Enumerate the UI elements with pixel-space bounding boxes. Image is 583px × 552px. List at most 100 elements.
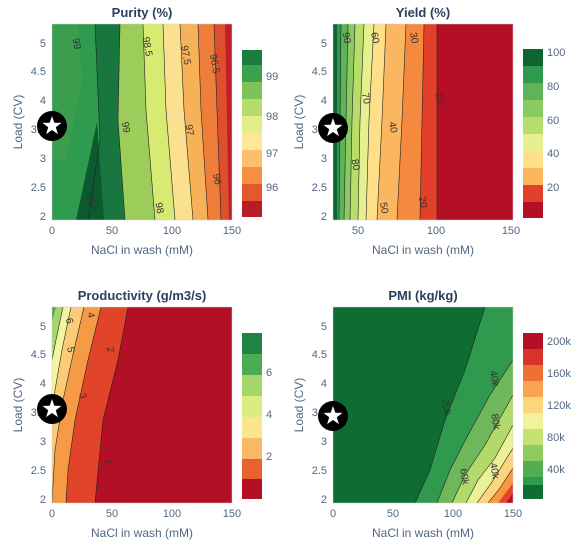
pmi-title: PMI (kg/kg) xyxy=(388,288,457,303)
pmi-contour-fill xyxy=(333,307,513,503)
x-tick: 50 xyxy=(106,225,118,237)
contour-label: 96.5 xyxy=(207,53,221,75)
y-tick: 4.5 xyxy=(31,66,46,78)
y-tick: 2.5 xyxy=(31,182,46,194)
colorbar-tick: 80 xyxy=(547,81,559,93)
contour-label: 20k xyxy=(439,399,453,418)
y-tick: 4 xyxy=(40,378,46,390)
x-tick: 50 xyxy=(387,508,399,520)
yield-contour-labels: 90 60 30 70 10 40 80 50 20 xyxy=(340,32,446,215)
contour-label: 10 xyxy=(433,92,446,105)
yield-x-label: NaCl in wash (mM) xyxy=(372,243,474,257)
y-tick: 5 xyxy=(40,38,46,50)
contour-label: 70 xyxy=(359,92,372,105)
x-tick: 0 xyxy=(330,508,336,520)
colorbar-tick: 20 xyxy=(547,182,559,194)
x-tick: 150 xyxy=(223,508,241,520)
star-marker-icon xyxy=(318,401,348,431)
yield-y-label: Load (CV) xyxy=(292,95,306,150)
pmi-x-label: NaCl in wash (mM) xyxy=(372,526,474,540)
y-tick: 4 xyxy=(321,95,327,107)
productivity-x-ticks: 0 50 100 150 xyxy=(49,508,241,520)
productivity-contour-labels: 6 4 5 2 3 1 xyxy=(63,311,116,466)
contour-label: 40k xyxy=(487,370,501,389)
contour-label: 60 xyxy=(368,32,381,45)
colorbar-tick: 120k xyxy=(547,400,571,412)
colorbar-tick: 98 xyxy=(266,111,278,123)
colorbar-tick: 200k xyxy=(547,336,571,348)
star-marker-icon xyxy=(37,394,67,424)
x-tick: 50 xyxy=(106,508,118,520)
y-tick: 3 xyxy=(40,436,46,448)
pmi-x-ticks: 0 50 100 150 xyxy=(330,508,522,520)
colorbar-tick: 80k xyxy=(547,432,565,444)
contour-label: 2 xyxy=(104,346,116,354)
purity-panel: Purity (%) 99 98.5 97.5 96.5 99 97 96 99.5 98 0 … xyxy=(11,5,278,257)
y-tick: 2.5 xyxy=(312,182,327,194)
contour-label: 30 xyxy=(407,32,420,45)
colorbar-tick: 160k xyxy=(547,368,571,380)
contour-label: 90 xyxy=(340,32,353,45)
contour-label: 98.5 xyxy=(140,36,154,58)
contour-label: 6 xyxy=(63,317,75,325)
y-tick: 3 xyxy=(321,436,327,448)
y-tick: 4.5 xyxy=(312,66,327,78)
y-tick: 2 xyxy=(40,494,46,506)
colorbar-tick: 4 xyxy=(266,409,272,421)
colorbar-tick: 60 xyxy=(547,115,559,127)
contour-label: 40 xyxy=(386,121,399,134)
purity-title: Purity (%) xyxy=(112,5,173,20)
productivity-colorbar: 6 4 2 xyxy=(242,333,272,499)
contour-label: 97 xyxy=(182,124,195,137)
contour-label: 3 xyxy=(76,392,88,400)
contour-label: 20 xyxy=(416,196,429,209)
contour-label: 4 xyxy=(85,311,97,319)
contour-label: 99.5 xyxy=(83,192,97,214)
purity-x-ticks: 0 50 100 150 xyxy=(49,225,241,237)
contour-label: 50 xyxy=(377,202,390,215)
y-tick: 5 xyxy=(321,321,327,333)
operating-point-markers xyxy=(37,111,348,431)
contour-label: 1 xyxy=(103,458,115,466)
yield-title: Yield (%) xyxy=(396,5,450,20)
colorbar-tick: 2 xyxy=(266,451,272,463)
productivity-y-label: Load (CV) xyxy=(11,378,25,433)
y-tick: 2.5 xyxy=(312,465,327,477)
contour-label: 80 xyxy=(349,158,362,171)
colorbar-tick: 6 xyxy=(266,367,272,379)
pmi-contour-labels: 20k 40k 80k 60k 40k xyxy=(439,370,502,487)
colorbar-tick: 96 xyxy=(266,182,278,194)
x-tick: 0 xyxy=(49,508,55,520)
x-tick: 50 xyxy=(352,225,364,237)
yield-contour-fill xyxy=(333,24,513,220)
colorbar-tick: 40 xyxy=(547,148,559,160)
y-tick: 5 xyxy=(40,321,46,333)
purity-contour-fill xyxy=(52,24,232,220)
y-tick: 4 xyxy=(40,95,46,107)
y-tick: 2.5 xyxy=(31,465,46,477)
x-tick: 100 xyxy=(427,225,445,237)
y-tick: 2 xyxy=(40,211,46,223)
contour-label: 40k xyxy=(487,462,501,481)
contour-label: 99 xyxy=(70,37,83,50)
purity-colorbar: 99 98 97 96 xyxy=(242,50,278,217)
x-tick: 150 xyxy=(502,225,520,237)
y-tick: 3 xyxy=(321,153,327,165)
productivity-contour-fill xyxy=(52,307,232,503)
purity-contour-labels: 99 98.5 97.5 96.5 99 97 96 99.5 98 xyxy=(70,36,223,215)
x-tick: 100 xyxy=(163,225,181,237)
pmi-y-ticks: 2 2.5 3 3.5 4 4.5 5 xyxy=(312,321,327,506)
contour-label: 5 xyxy=(64,346,76,354)
productivity-panel: Productivity (g/m3/s) 6 4 5 2 3 1 0 50 100 15… xyxy=(11,288,272,540)
productivity-x-label: NaCl in wash (mM) xyxy=(91,526,193,540)
y-tick: 3 xyxy=(40,153,46,165)
pmi-colorbar: 200k 160k 120k 80k 40k xyxy=(523,333,571,499)
x-tick: 0 xyxy=(49,225,55,237)
contour-label: 60k xyxy=(457,468,471,487)
pmi-panel: PMI (kg/kg) 20k 40k 80k 60k 40k 0 50 100 150… xyxy=(292,288,571,540)
x-tick: 100 xyxy=(163,508,181,520)
colorbar-tick: 100 xyxy=(547,47,565,59)
contour-label: 80k xyxy=(488,413,502,432)
purity-y-label: Load (CV) xyxy=(11,95,25,150)
